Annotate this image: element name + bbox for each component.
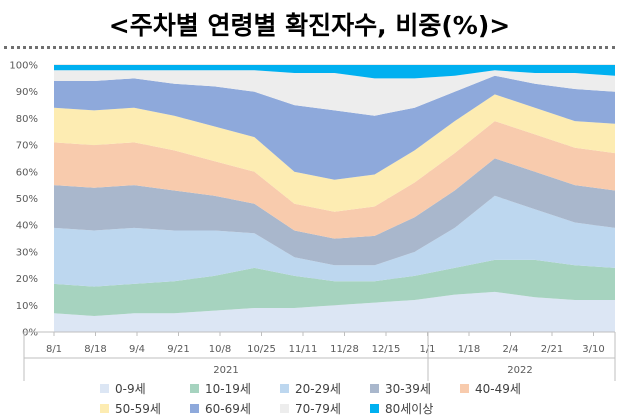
y-tick-label: 100% xyxy=(9,61,38,72)
x-tick-label: 10/8 xyxy=(209,344,231,355)
legend-swatch xyxy=(370,384,379,393)
area-series-50-59세 xyxy=(54,94,615,212)
area-series-30-39세 xyxy=(54,158,615,266)
year-label: 2021 xyxy=(213,365,238,376)
x-tick-label: 2/4 xyxy=(502,344,518,355)
title-divider xyxy=(4,46,615,49)
year-label: 2022 xyxy=(507,365,532,376)
x-tick-label: 3/10 xyxy=(582,344,604,355)
legend-swatch xyxy=(370,404,379,413)
x-tick-label: 8/18 xyxy=(84,344,106,355)
x-tick-label: 11/11 xyxy=(289,344,318,355)
legend-label: 10-19세 xyxy=(205,382,251,396)
legend-swatch xyxy=(190,404,199,413)
x-tick-label: 10/25 xyxy=(247,344,276,355)
legend-label: 80세이상 xyxy=(385,402,434,416)
legend-item: 50-59세 xyxy=(100,400,161,417)
legend-label: 30-39세 xyxy=(385,382,431,396)
legend-item: 60-69세 xyxy=(190,400,251,417)
area-series-20-29세 xyxy=(54,195,615,287)
legend-item: 30-39세 xyxy=(370,380,431,397)
x-tick-label: 1/18 xyxy=(458,344,480,355)
y-tick-label: 80% xyxy=(16,114,38,125)
y-tick-label: 90% xyxy=(16,87,38,98)
area-series-80세이상 xyxy=(54,65,615,79)
legend-item: 80세이상 xyxy=(370,400,433,417)
legend-label: 20-29세 xyxy=(295,382,341,396)
area-series-10-19세 xyxy=(54,259,615,316)
area-series-40-49세 xyxy=(54,121,615,239)
legend-item: 0-9세 xyxy=(100,380,146,397)
x-tick-label: 12/15 xyxy=(372,344,401,355)
y-tick-label: 70% xyxy=(16,141,38,152)
x-tick-label: 8/1 xyxy=(46,344,62,355)
y-tick-label: 0% xyxy=(22,328,38,339)
legend-label: 0-9세 xyxy=(115,382,146,396)
legend-swatch xyxy=(280,384,289,393)
y-tick-label: 50% xyxy=(16,194,38,205)
legend-label: 40-49세 xyxy=(475,382,521,396)
legend-item: 10-19세 xyxy=(190,380,251,397)
legend-item: 20-29세 xyxy=(280,380,341,397)
y-tick-label: 20% xyxy=(16,274,38,285)
legend-label: 50-59세 xyxy=(115,402,161,416)
legend-item: 40-49세 xyxy=(460,380,521,397)
legend-item: 70-79세 xyxy=(280,400,341,417)
legend-swatch xyxy=(460,384,469,393)
y-tick-label: 10% xyxy=(16,301,38,312)
y-tick-label: 60% xyxy=(16,167,38,178)
x-tick-label: 2/21 xyxy=(541,344,563,355)
legend-swatch xyxy=(100,384,109,393)
legend-label: 60-69세 xyxy=(205,402,251,416)
legend-swatch xyxy=(100,404,109,413)
y-tick-label: 30% xyxy=(16,247,38,258)
x-tick-label: 9/21 xyxy=(167,344,189,355)
area-series-0-9세 xyxy=(54,291,615,332)
area-series-60-69세 xyxy=(54,75,615,180)
x-tick-label: 9/4 xyxy=(129,344,145,355)
x-tick-label: 11/28 xyxy=(330,344,359,355)
legend-label: 70-79세 xyxy=(295,402,341,416)
area-series-70-79세 xyxy=(54,70,615,116)
y-tick-label: 40% xyxy=(16,221,38,232)
legend-swatch xyxy=(190,384,199,393)
chart-title: <주차별 연령별 확진자수, 비중(%)> xyxy=(108,11,511,40)
legend-swatch xyxy=(280,404,289,413)
